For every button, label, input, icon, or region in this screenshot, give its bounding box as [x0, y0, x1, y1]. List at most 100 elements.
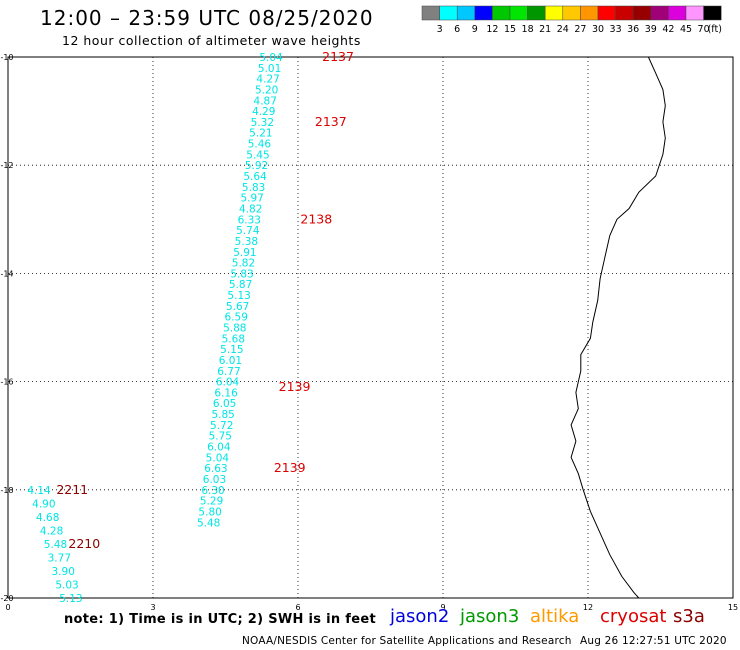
colorbar: 3 6 9 12 15 18 21 24 27 30 33 36 39 42 45 70(ft) — [421, 5, 722, 35]
wave-height-value: 6.33 — [238, 214, 261, 226]
y-tick-label: -12 — [0, 161, 13, 170]
map-frame — [7, 56, 734, 599]
wave-height-value: 6.16 — [214, 387, 238, 399]
wave-height-value: 3.90 — [52, 566, 75, 578]
wave-height-value: 5.45 — [246, 149, 269, 161]
wave-height-value: 4.28 — [40, 525, 63, 537]
legend-s3a: s3a — [673, 606, 705, 627]
pass-time-label: 2139 — [279, 379, 311, 394]
pass-time-label: 2137 — [315, 114, 347, 129]
wave-height-value: 5.15 — [220, 344, 243, 356]
pass-time-label: 2211 — [56, 482, 88, 497]
wave-height-value: 4.68 — [36, 512, 59, 524]
y-tick-label: -18 — [0, 486, 13, 495]
wave-height-value: 5.83 — [230, 268, 253, 280]
credit-line: NOAA/NESDIS Center for Satellite Applica… — [242, 635, 572, 647]
colorbar-tick-label: 39 — [645, 24, 657, 35]
wave-height-value: 5.38 — [235, 236, 258, 248]
pass-time-label: 2137 — [322, 49, 354, 64]
wave-height-value: 4.29 — [252, 106, 275, 118]
wave-height-value: 6.30 — [201, 485, 224, 497]
wave-height-value: 5.03 — [55, 579, 78, 591]
wave-height-value: 5.46 — [248, 139, 272, 151]
coastline — [570, 56, 666, 599]
wave-height-value: 5.74 — [236, 225, 260, 237]
x-tick-label: 0 — [5, 603, 10, 612]
wave-height-value: 5.20 — [255, 84, 278, 96]
colorbar-tick-label: 27 — [574, 24, 586, 35]
wave-height-value: 5.88 — [223, 323, 246, 335]
wave-height-value: 5.83 — [242, 182, 265, 194]
colorbar-tick-label: 6 — [454, 24, 460, 35]
pass-time-label: 2139 — [274, 460, 306, 475]
colorbar-tick-label: 24 — [557, 24, 569, 35]
wave-height-value: 5.68 — [222, 333, 245, 345]
colorbar-tick-label: 30 — [592, 24, 604, 35]
y-tick-label: -10 — [0, 53, 13, 62]
y-tick-label: -14 — [0, 269, 13, 278]
wave-height-value: 5.97 — [240, 193, 263, 205]
wave-height-value: 5.80 — [198, 506, 221, 518]
wave-height-value: 5.21 — [249, 128, 272, 140]
wave-height-value: 4.27 — [256, 74, 279, 86]
map-title: 12:00 – 23:59 UTC 08/25/2020 — [40, 6, 374, 30]
pass-time-label: 2210 — [68, 536, 100, 551]
wave-height-value: 5.92 — [245, 160, 268, 172]
wave-height-value: 5.29 — [200, 496, 223, 508]
wave-height-value: 4.14 — [27, 485, 51, 497]
wave-height-value: 5.64 — [243, 171, 267, 183]
wave-height-value: 4.87 — [254, 95, 277, 107]
wave-height-value: 5.48 — [197, 517, 220, 529]
wave-height-value: 5.48 — [44, 539, 67, 551]
wave-height-value: 6.05 — [213, 398, 236, 410]
legend-jason3: jason3 — [460, 606, 520, 627]
colorbar-tick-label: 15 — [504, 24, 516, 35]
x-tick-label: 12 — [583, 603, 593, 612]
wave-height-value: 6.63 — [204, 463, 227, 475]
x-tick-label: 3 — [150, 603, 155, 612]
wave-height-value: 6.77 — [217, 366, 240, 378]
wave-height-value: 5.75 — [209, 431, 232, 443]
colorbar-tick-label: 21 — [539, 24, 551, 35]
x-tick-label: 9 — [440, 603, 445, 612]
wave-height-value: 5.04 — [259, 52, 283, 64]
map-subtitle: 12 hour collection of altimeter wave hei… — [62, 33, 361, 48]
wave-height-value: 6.03 — [203, 474, 226, 486]
x-tick-label: 15 — [728, 603, 738, 612]
wave-height-value: 4.82 — [239, 203, 262, 215]
wave-height-value: 5.13 — [227, 290, 250, 302]
colorbar-tick-label: 33 — [610, 24, 622, 35]
footnote: note: 1) Time is in UTC; 2) SWH is in fe… — [64, 612, 376, 627]
wave-height-value: 6.01 — [219, 355, 242, 367]
wave-height-value: 5.82 — [232, 258, 255, 270]
colorbar-tick-label: 70 — [698, 24, 710, 35]
colorbar-tick-label: 12 — [486, 24, 498, 35]
wave-height-value: 5.91 — [233, 247, 256, 259]
wave-height-value: 5.85 — [211, 409, 234, 421]
colorbar-tick-label: 9 — [472, 24, 478, 35]
wave-height-value: 5.72 — [210, 420, 233, 432]
y-tick-label: -20 — [0, 594, 13, 603]
wave-height-value: 5.01 — [258, 63, 281, 75]
wave-height-value: 5.87 — [229, 279, 252, 291]
wave-height-value: 6.59 — [225, 312, 248, 324]
wave-height-value: 5.67 — [226, 301, 249, 313]
wave-height-value: 3.77 — [48, 552, 71, 564]
wave-height-value: 5.04 — [206, 452, 230, 464]
legend-cryosat: cryosat — [600, 606, 667, 627]
wave-height-value: 6.04 — [207, 442, 231, 454]
colorbar-tick-label: 45 — [680, 24, 692, 35]
wave-height-value: 6.04 — [216, 377, 240, 389]
colorbar-unit: (ft) — [708, 24, 722, 35]
colorbar-tick-label: 36 — [627, 24, 639, 35]
colorbar-tick-label: 42 — [662, 24, 674, 35]
legend-altika: altika — [530, 606, 580, 627]
y-tick-label: -16 — [0, 378, 13, 387]
colorbar-tick-label: 3 — [437, 24, 443, 35]
legend-jason2: jason2 — [390, 606, 450, 627]
x-tick-label: 6 — [295, 603, 300, 612]
wave-height-value: 4.90 — [32, 498, 55, 510]
generation-timestamp: Aug 26 12:27:51 UTC 2020 — [580, 635, 727, 647]
colorbar-swatch — [703, 5, 722, 21]
